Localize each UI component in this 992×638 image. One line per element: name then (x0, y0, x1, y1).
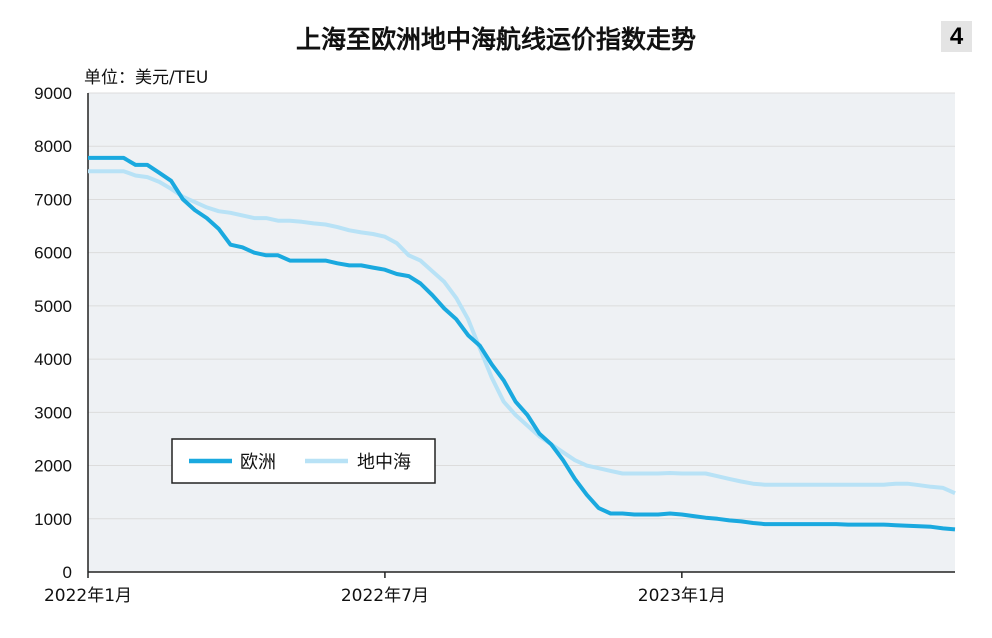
page-number-badge: 4 (941, 21, 972, 52)
series-line-europe (88, 155, 956, 532)
y-axis-ticks: 0 1000 2000 3000 4000 5000 6000 7000 8000 9000 (34, 84, 72, 582)
y-tick-label: 8000 (34, 137, 72, 156)
y-tick-label: 6000 (34, 244, 72, 263)
chart-title: 上海至欧洲地中海航线运价指数走势 (295, 25, 696, 54)
y-axis-unit-label: 单位：美元/TEU (84, 68, 209, 88)
y-tick-label: 1000 (34, 510, 72, 529)
x-tick-label: 2023年1月 (638, 586, 726, 606)
x-axis-ticks: 2022年1月 2022年7月 2023年1月 (44, 572, 726, 606)
y-tick-label: 3000 (34, 403, 72, 422)
series-lines (88, 155, 956, 532)
y-tick-label: 7000 (34, 190, 72, 209)
x-tick-label: 2022年1月 (44, 586, 132, 606)
grid-lines (88, 92, 955, 520)
y-tick-label: 5000 (34, 297, 72, 316)
legend-label-europe: 欧洲 (240, 452, 276, 473)
plot-background (88, 93, 955, 572)
y-tick-label: 9000 (34, 84, 72, 103)
series-line-med (88, 169, 956, 496)
legend-label-med: 地中海 (357, 452, 411, 473)
y-tick-label: 4000 (34, 350, 72, 369)
legend: 欧洲 地中海 (171, 438, 436, 484)
y-tick-label: 0 (63, 563, 72, 582)
x-tick-label: 2022年7月 (341, 586, 429, 606)
y-tick-label: 2000 (34, 457, 72, 476)
